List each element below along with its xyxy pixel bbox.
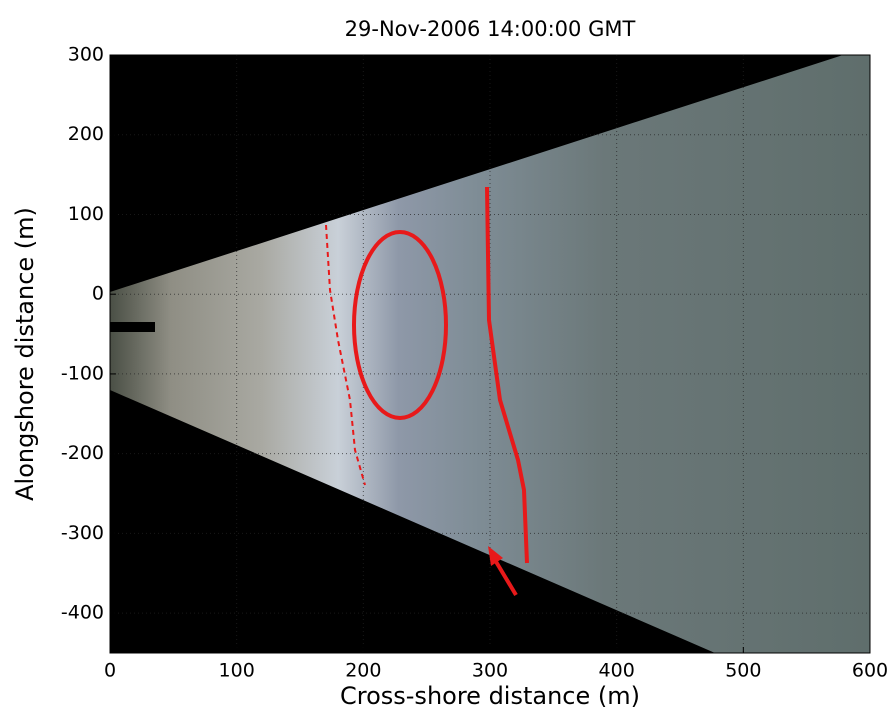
y-tick-label: -400 (61, 602, 104, 624)
chart-title: 29-Nov-2006 14:00:00 GMT (345, 17, 636, 41)
pier (110, 322, 155, 332)
x-tick-label: 400 (599, 660, 635, 682)
x-tick-label: 600 (852, 660, 888, 682)
y-tick-label: -300 (61, 522, 104, 544)
x-tick-label: 500 (725, 660, 761, 682)
x-axis-label: Cross-shore distance (m) (340, 682, 640, 710)
x-tick-label: 0 (104, 660, 116, 682)
y-tick-label: 0 (92, 283, 104, 305)
x-tick-label: 200 (345, 660, 381, 682)
y-tick-label: 100 (68, 203, 104, 225)
y-tick-label: -200 (61, 442, 104, 464)
y-axis-label: Alongshore distance (m) (11, 207, 39, 501)
y-tick-label: -100 (61, 362, 104, 384)
y-tick-label: 300 (68, 44, 104, 66)
y-tick-label: 200 (68, 123, 104, 145)
x-tick-label: 100 (219, 660, 255, 682)
x-tick-label: 300 (472, 660, 508, 682)
chart: 29-Nov-2006 14:00:00 GMT Cross-shore dis… (0, 0, 895, 713)
